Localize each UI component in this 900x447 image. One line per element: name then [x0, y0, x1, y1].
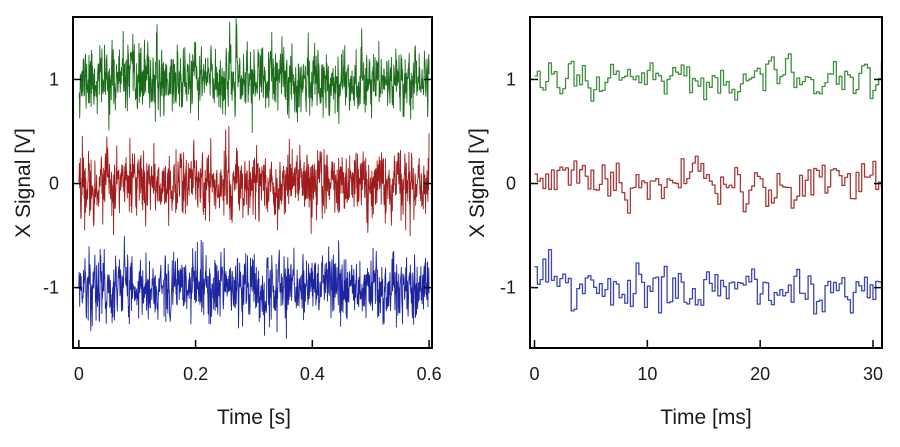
right-y-axis-label: X Signal [V] — [466, 128, 489, 238]
left-panel: 0 0.2 0.4 0.6 1 0 -1 Time [s] X Signal [V] — [12, 16, 442, 429]
left-x-axis-label: Time [s] — [217, 406, 291, 429]
right-x-axis-label: Time [ms] — [660, 406, 751, 429]
left-x-tick-label: 0.4 — [300, 364, 325, 384]
left-plot-frame — [72, 16, 433, 349]
right-series-2-line — [534, 248, 882, 315]
left-x-tick-label: 0.2 — [183, 364, 208, 384]
right-y-tick-label: -1 — [500, 278, 516, 298]
left-y-tick-label: -1 — [43, 278, 59, 298]
left-x-tick-label: 0.6 — [417, 364, 442, 384]
left-x-tick-label: 0 — [74, 364, 84, 384]
right-x-tick-label: 30 — [863, 364, 883, 384]
right-x-tick-label: 20 — [750, 364, 770, 384]
left-series-2-line — [78, 235, 430, 339]
left-series-1-line — [78, 125, 430, 237]
right-y-tick-label: 0 — [506, 174, 516, 194]
left-y-tick-label: 0 — [49, 174, 59, 194]
right-series-0-line — [534, 53, 882, 102]
left-y-axis-label: X Signal [V] — [12, 128, 35, 238]
right-series-1-line — [534, 155, 882, 214]
right-x-tick-label: 0 — [530, 364, 540, 384]
left-y-tick-label: 1 — [49, 69, 59, 89]
left-ticks: 0 0.2 0.4 0.6 1 0 -1 — [43, 69, 442, 384]
right-y-tick-label: 1 — [506, 69, 516, 89]
right-x-tick-label: 10 — [637, 364, 657, 384]
left-series-group — [78, 17, 430, 339]
right-series-group — [534, 53, 882, 315]
left-series-0-line — [78, 17, 430, 134]
right-plot-frame — [529, 16, 883, 349]
